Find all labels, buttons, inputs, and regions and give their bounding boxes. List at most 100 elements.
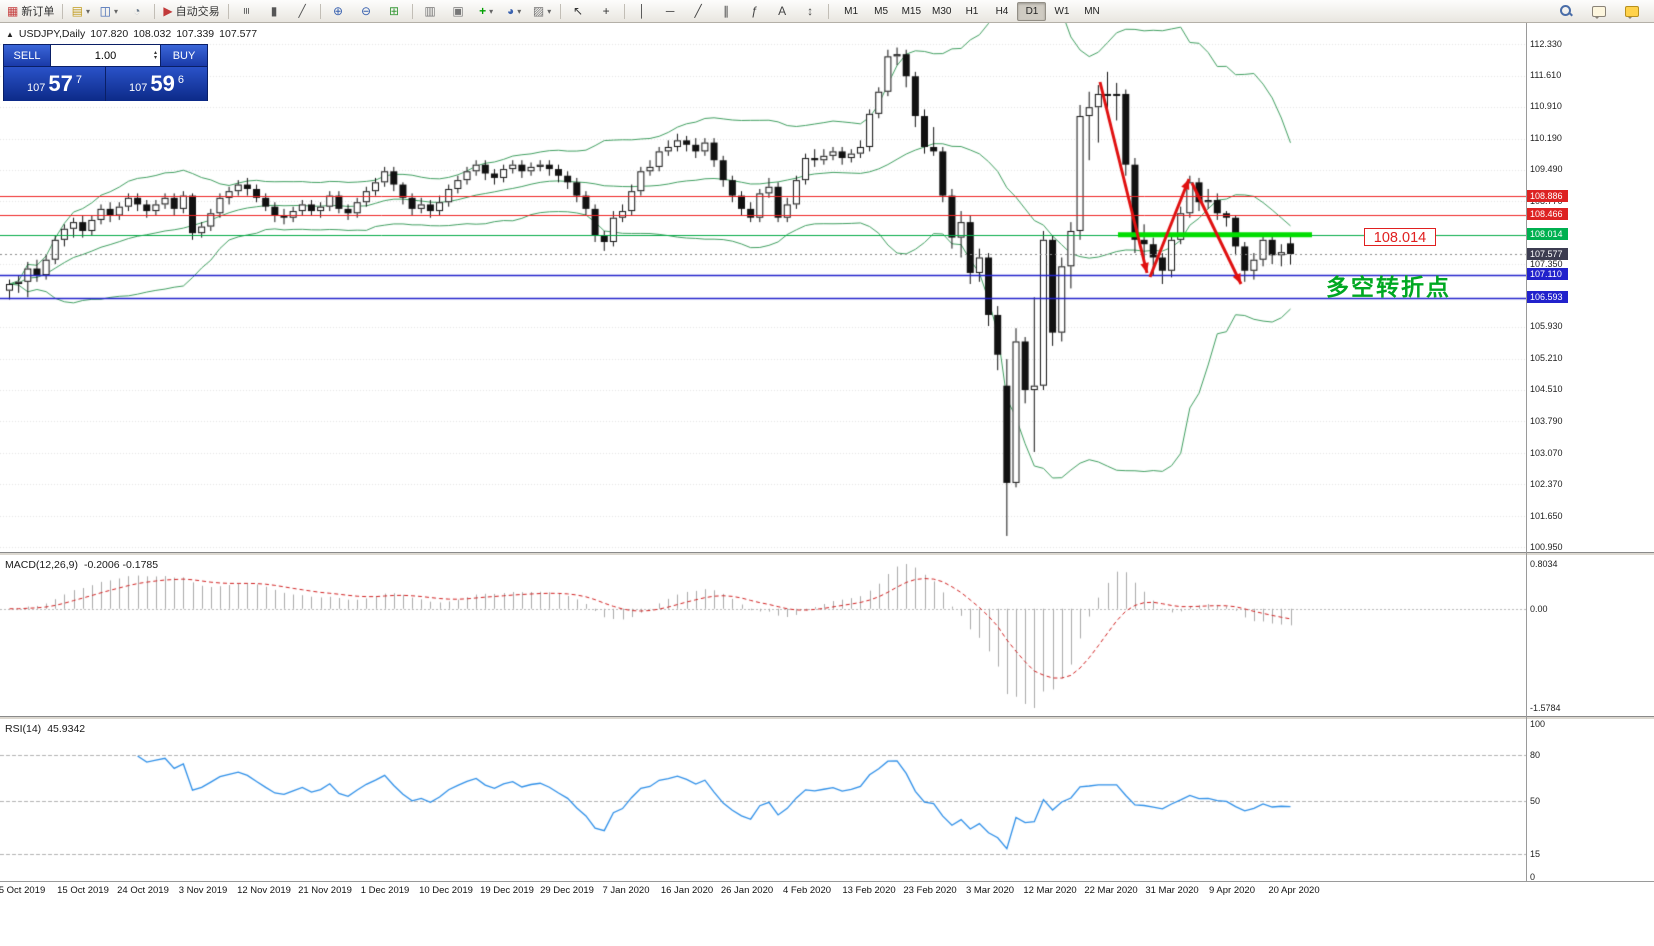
buy-button[interactable]: BUY xyxy=(160,45,207,66)
timeframe-button-h4[interactable]: H4 xyxy=(995,5,1009,17)
fibonacci-tool-button[interactable]: ƒ xyxy=(741,1,768,22)
price-level-annotation[interactable]: 108.014 xyxy=(1364,228,1436,246)
rsi-name: RSI(14) xyxy=(5,723,42,735)
one-click-toggle-icon[interactable]: ▲ xyxy=(6,29,14,39)
price-tag: 108.014 xyxy=(1527,228,1568,241)
low-value: 107.339 xyxy=(176,28,215,40)
indicators-button[interactable]: + ▾ xyxy=(473,1,500,22)
rsi-indicator-canvas[interactable] xyxy=(0,720,1526,881)
fibonacci-icon: ƒ xyxy=(750,4,758,18)
date-axis-label: 12 Mar 2020 xyxy=(1023,885,1077,896)
template-icon: ▨ xyxy=(532,4,545,18)
timeframe-button-m30[interactable]: M30 xyxy=(932,5,952,17)
stepper-down-icon[interactable]: ▾ xyxy=(153,54,157,61)
cascade-charts-button[interactable]: ▣ xyxy=(445,1,472,22)
new-order-icon: ▦ xyxy=(7,4,19,18)
horizontal-line-tool-button[interactable]: ─ xyxy=(657,1,684,22)
autotrading-button[interactable]: ▶ 自动交易 xyxy=(159,1,223,22)
chevron-down-icon: ▾ xyxy=(114,6,119,16)
price-axis-label: 105.930 xyxy=(1530,321,1563,332)
profiles-button[interactable]: ◫ ▾ xyxy=(95,1,122,22)
zoom-in-button[interactable]: ⊕ xyxy=(325,1,352,22)
new-order-label: 新订单 xyxy=(21,6,55,18)
price-axis-label: 105.210 xyxy=(1530,353,1563,364)
price-axis-label: 100.950 xyxy=(1530,541,1563,552)
turning-point-annotation[interactable]: 多空转折点 xyxy=(1326,274,1451,300)
chat-icon xyxy=(1591,5,1606,19)
templates-button[interactable]: ▨ ▾ xyxy=(529,1,556,22)
symbol-name: USDJPY,Daily xyxy=(18,28,86,40)
vertical-line-tool-button[interactable]: │ xyxy=(629,1,656,22)
sell-button[interactable]: SELL xyxy=(4,45,51,66)
price-axis-label: 102.370 xyxy=(1530,478,1563,489)
new-order-button[interactable]: ▦ 新订单 xyxy=(3,1,58,22)
timeframe-button-m5[interactable]: M5 xyxy=(874,5,889,17)
zoom-out-icon: ⊖ xyxy=(361,4,372,18)
tile-windows-icon: ⊞ xyxy=(389,4,400,18)
macd-indicator-canvas[interactable] xyxy=(0,556,1526,716)
candles-view-button[interactable]: ▮ xyxy=(261,1,288,22)
window-splitter[interactable] xyxy=(0,552,1654,556)
price-axis-label: 103.070 xyxy=(1530,447,1563,458)
main-toolbar: ▦ 新订单 ▤ ▾ ◫ ▾ ◔ ▶ 自动交易 ≡ ▮ ╱ ⊕ ⊖ ⊞ ▥ ▣ +… xyxy=(0,0,1654,23)
symbol-search-button[interactable] xyxy=(1552,1,1579,22)
rsi-axis-label: 50 xyxy=(1530,795,1541,806)
price-chart-canvas[interactable] xyxy=(0,23,1526,552)
buy-price-button[interactable]: 107 59 6 xyxy=(106,67,207,101)
line-view-button[interactable]: ╱ xyxy=(289,1,316,22)
autotrading-label: 自动交易 xyxy=(175,6,220,18)
new-chart-button[interactable]: ▤ ▾ xyxy=(67,1,94,22)
line-chart-icon: ╱ xyxy=(298,4,306,18)
refresh-button[interactable]: ◔ xyxy=(123,1,150,22)
close-value: 107.577 xyxy=(219,28,258,40)
zoom-in-icon: ⊕ xyxy=(333,4,344,18)
date-axis-label: 22 Mar 2020 xyxy=(1084,885,1138,896)
stepper-up-icon[interactable]: ▴ xyxy=(153,49,157,56)
sell-price-button[interactable]: 107 57 7 xyxy=(4,67,106,101)
timeframe-button-m1[interactable]: M1 xyxy=(844,5,859,17)
bars-view-button[interactable]: ≡ xyxy=(233,1,260,22)
trendline-tool-button[interactable]: ╱ xyxy=(685,1,712,22)
date-axis-label: 9 Apr 2020 xyxy=(1209,885,1255,896)
timeframe-button-mn[interactable]: MN xyxy=(1084,5,1100,17)
high-value: 108.032 xyxy=(133,28,172,40)
toolbar-separator xyxy=(411,3,413,19)
vertical-line-icon: │ xyxy=(638,4,646,18)
tile-windows-button[interactable]: ⊞ xyxy=(381,1,408,22)
volume-input[interactable]: 1.00 ▴ ▾ xyxy=(51,45,160,66)
timeframe-button-h1[interactable]: H1 xyxy=(965,5,979,17)
price-tag: 108.466 xyxy=(1527,208,1568,221)
crosshair-button[interactable]: + xyxy=(593,1,620,22)
date-axis-label: 15 Oct 2019 xyxy=(57,885,109,896)
zoom-out-button[interactable]: ⊖ xyxy=(353,1,380,22)
price-axis-label: 109.490 xyxy=(1530,164,1563,175)
date-axis[interactable] xyxy=(0,881,1654,901)
toolbar-separator xyxy=(623,3,625,19)
arrange-charts-icon: ▥ xyxy=(424,4,436,18)
refresh-icon: ◔ xyxy=(133,4,141,18)
date-axis-label: 26 Jan 2020 xyxy=(720,885,774,896)
arrows-tool-button[interactable]: ↕ xyxy=(797,1,824,22)
text-icon: A xyxy=(778,4,787,18)
arrange-charts-button[interactable]: ▥ xyxy=(417,1,444,22)
periods-button[interactable]: ◕ ▾ xyxy=(501,1,528,22)
arrows-icon: ↕ xyxy=(807,4,814,18)
chevron-down-icon: ▾ xyxy=(489,6,494,16)
volume-value: 1.00 xyxy=(94,49,117,62)
cursor-button[interactable]: ↖ xyxy=(565,1,592,22)
timeframe-button-m15[interactable]: M15 xyxy=(901,5,922,17)
channel-tool-button[interactable]: ∥ xyxy=(713,1,740,22)
window-splitter[interactable] xyxy=(0,716,1654,720)
cursor-icon: ↖ xyxy=(573,4,584,18)
timeframe-button-w1[interactable]: W1 xyxy=(1054,5,1070,17)
volume-stepper[interactable]: ▴ ▾ xyxy=(153,49,157,61)
clock-icon: ◕ xyxy=(506,4,515,18)
toolbar-right-group xyxy=(1552,1,1645,22)
date-axis-label: 3 Mar 2020 xyxy=(965,885,1015,896)
chat-button[interactable] xyxy=(1585,1,1612,22)
price-axis-label: 110.190 xyxy=(1530,133,1562,144)
text-tool-button[interactable]: A xyxy=(769,1,796,22)
timeframe-button-d1[interactable]: D1 xyxy=(1017,1,1047,21)
community-button[interactable] xyxy=(1618,1,1645,22)
date-axis-label: 13 Feb 2020 xyxy=(842,885,896,896)
